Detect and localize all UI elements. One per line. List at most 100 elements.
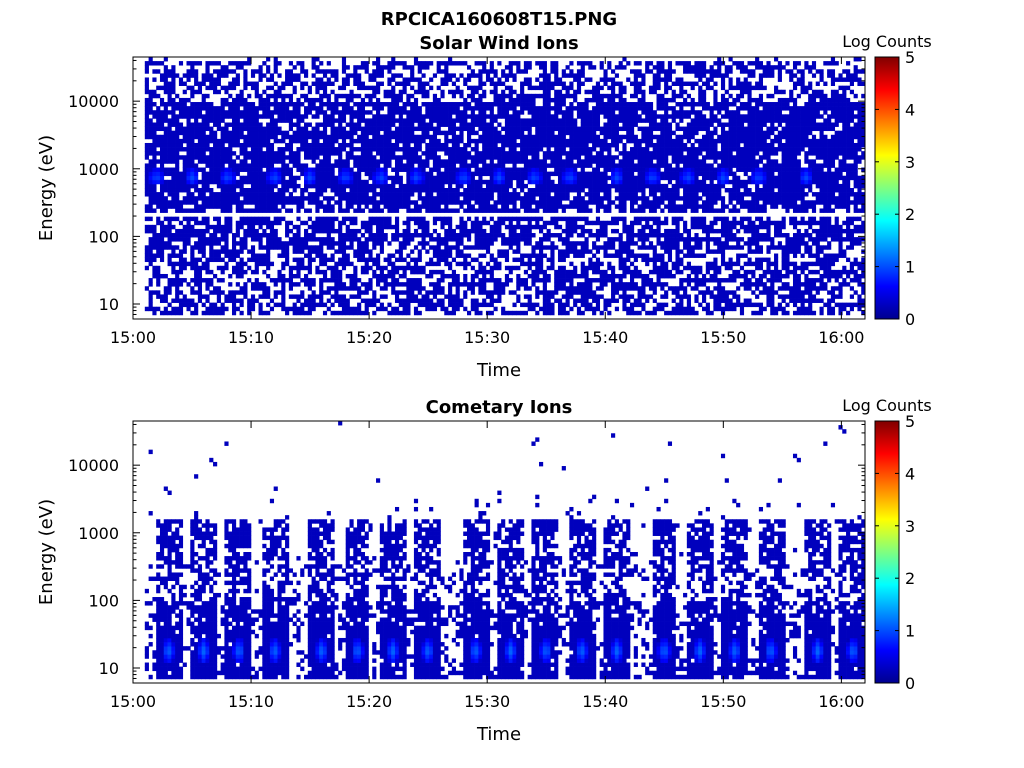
heatmap-cell bbox=[322, 138, 328, 144]
heatmap-cell bbox=[262, 269, 267, 275]
heatmap-cell bbox=[209, 106, 214, 111]
heatmap-cell bbox=[175, 138, 180, 144]
heatmap-cell bbox=[281, 118, 286, 123]
heatmap-cell bbox=[531, 208, 536, 213]
heatmap-cell bbox=[277, 302, 282, 308]
heatmap-cell bbox=[311, 306, 316, 312]
heatmap-cell bbox=[576, 286, 582, 291]
heatmap-cell bbox=[402, 188, 407, 193]
heatmap-cell bbox=[338, 163, 343, 168]
heatmap-cell bbox=[493, 151, 498, 156]
heatmap-cell bbox=[281, 97, 286, 103]
heatmap-cell bbox=[376, 57, 381, 62]
heatmap-cell bbox=[148, 118, 153, 123]
heatmap-cell bbox=[250, 138, 256, 144]
heatmap-cell bbox=[429, 261, 434, 267]
heatmap-cell bbox=[504, 273, 510, 279]
heatmap-cell bbox=[410, 118, 415, 123]
heatmap-cell bbox=[239, 97, 244, 103]
heatmap-cell bbox=[432, 183, 438, 189]
heatmap-cell bbox=[228, 220, 233, 226]
heatmap-cell bbox=[448, 102, 453, 107]
heatmap-cell bbox=[277, 220, 282, 226]
heatmap-cell bbox=[417, 175, 422, 181]
heatmap-cell bbox=[539, 110, 544, 115]
heatmap-cell bbox=[478, 126, 483, 132]
heatmap-cell bbox=[266, 130, 271, 136]
heatmap-cell bbox=[205, 159, 210, 164]
heatmap-cell bbox=[182, 237, 187, 242]
heatmap-cell bbox=[262, 294, 267, 299]
heatmap-cell bbox=[550, 183, 555, 189]
heatmap-cell bbox=[231, 310, 237, 316]
heatmap-cell bbox=[504, 102, 510, 107]
heatmap-cell bbox=[319, 102, 324, 107]
heatmap-cell bbox=[239, 89, 244, 95]
heatmap-cell bbox=[561, 249, 566, 254]
heatmap-cell bbox=[417, 118, 422, 123]
heatmap-cell bbox=[330, 278, 335, 283]
heatmap-cell bbox=[159, 241, 165, 246]
heatmap-cell bbox=[387, 110, 392, 115]
heatmap-cell bbox=[501, 183, 506, 189]
heatmap-cell bbox=[478, 179, 483, 185]
heatmap-cell bbox=[493, 237, 498, 242]
heatmap-cell bbox=[349, 151, 354, 156]
heatmap-cell bbox=[516, 122, 521, 127]
heatmap-cell bbox=[353, 286, 358, 291]
heatmap-cell bbox=[209, 102, 214, 107]
heatmap-cell bbox=[315, 216, 320, 222]
heatmap-cell bbox=[304, 110, 309, 115]
heatmap-cell bbox=[542, 118, 547, 123]
heatmap-cell bbox=[489, 110, 494, 115]
heatmap-cell bbox=[512, 290, 517, 295]
heatmap-cell bbox=[186, 163, 191, 168]
heatmap-cell bbox=[542, 273, 547, 279]
heatmap-cell bbox=[178, 183, 184, 189]
heatmap-cell bbox=[425, 233, 430, 238]
heatmap-cell bbox=[220, 278, 225, 283]
heatmap-cell bbox=[482, 302, 487, 308]
heatmap-cell bbox=[190, 278, 195, 283]
heatmap-cell bbox=[527, 93, 532, 99]
heatmap-cell bbox=[269, 298, 275, 303]
heatmap-cell bbox=[213, 302, 218, 308]
heatmap-cell bbox=[349, 89, 354, 95]
heatmap-cell bbox=[159, 220, 165, 226]
heatmap-cell bbox=[304, 114, 309, 119]
heatmap-cell bbox=[201, 261, 206, 267]
heatmap-cell bbox=[467, 151, 472, 156]
heatmap-cell bbox=[440, 241, 445, 246]
heatmap-cell bbox=[201, 192, 206, 197]
heatmap-cell bbox=[159, 118, 165, 123]
heatmap-cell bbox=[523, 61, 528, 66]
heatmap-cell bbox=[557, 110, 563, 115]
heatmap-cell bbox=[315, 245, 320, 250]
heatmap-cell bbox=[470, 69, 475, 74]
heatmap-cell bbox=[353, 81, 358, 86]
heatmap-cell bbox=[266, 261, 271, 267]
heatmap-cell bbox=[292, 200, 297, 205]
heatmap-cell bbox=[345, 77, 350, 82]
heatmap-cell bbox=[334, 102, 339, 107]
heatmap-cell bbox=[205, 188, 210, 193]
heatmap-cell bbox=[311, 142, 316, 148]
heatmap-cell bbox=[239, 200, 244, 205]
heatmap-cell bbox=[258, 147, 263, 152]
heatmap-cell bbox=[383, 273, 388, 279]
heatmap-cell bbox=[186, 302, 191, 308]
heatmap-cell bbox=[379, 155, 384, 160]
heatmap-cell bbox=[372, 188, 377, 193]
heatmap-cell bbox=[535, 142, 540, 148]
heatmap-cell bbox=[539, 61, 544, 66]
heatmap-cell bbox=[144, 188, 149, 193]
heatmap-cell bbox=[485, 69, 491, 74]
heatmap-cell bbox=[349, 147, 354, 152]
heatmap-cell bbox=[576, 114, 582, 119]
heatmap-cell bbox=[512, 196, 517, 201]
heatmap-cell bbox=[474, 241, 479, 246]
heatmap-cell bbox=[387, 77, 392, 82]
heatmap-cell bbox=[258, 106, 263, 111]
heatmap-cell bbox=[334, 93, 339, 99]
heatmap-cell bbox=[550, 249, 555, 254]
